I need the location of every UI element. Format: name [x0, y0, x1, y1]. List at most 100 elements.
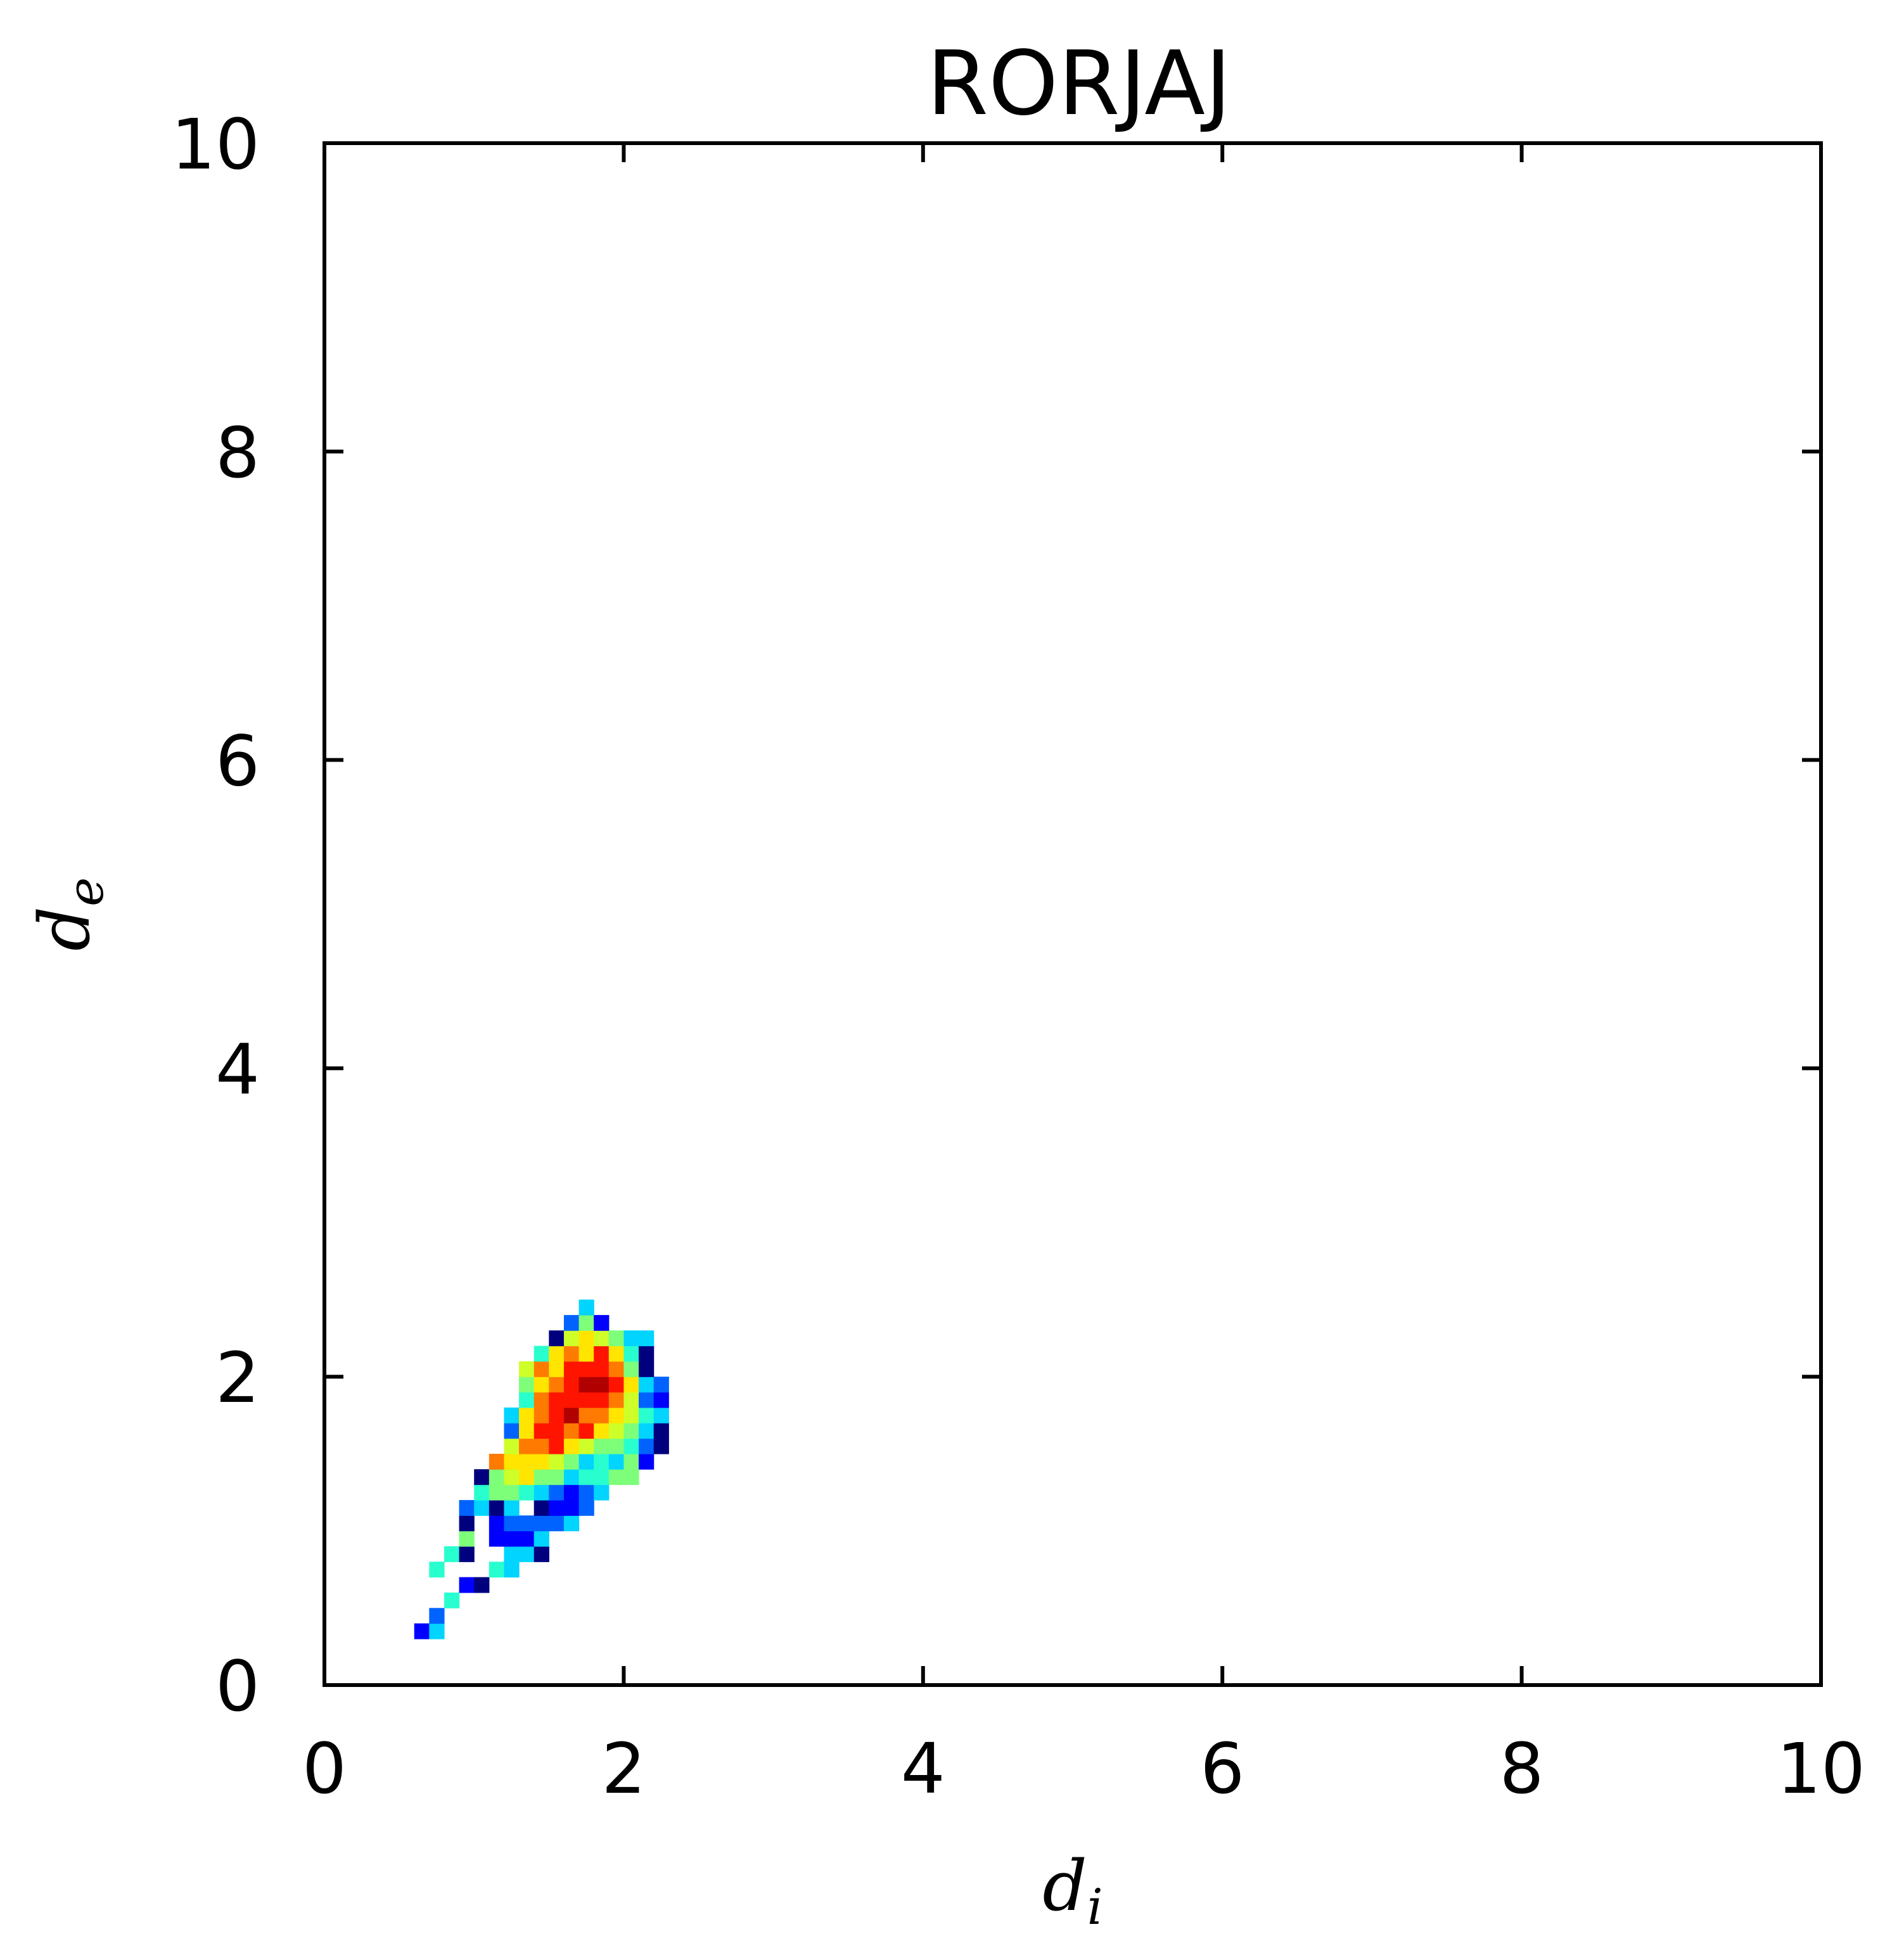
- heatmap-cell: [519, 1546, 535, 1562]
- heatmap-cell: [519, 1453, 535, 1470]
- heatmap-cell: [578, 1361, 594, 1377]
- heatmap-cell: [549, 1453, 565, 1470]
- heatmap-cell: [549, 1346, 565, 1362]
- heatmap-cell: [534, 1546, 549, 1562]
- heatmap-cell: [608, 1453, 624, 1470]
- x-axis-label: di: [1042, 1845, 1102, 1936]
- heatmap-cell: [563, 1499, 580, 1516]
- heatmap-cell: [459, 1530, 475, 1547]
- heatmap-cell: [594, 1407, 610, 1423]
- heatmap-cell: [653, 1407, 669, 1423]
- heatmap-cell: [608, 1377, 624, 1393]
- heatmap-cell: [578, 1453, 594, 1470]
- heatmap-cell: [563, 1515, 580, 1532]
- heatmap-cell: [639, 1361, 655, 1377]
- heatmap-cell: [653, 1438, 669, 1454]
- heatmap-cell: [639, 1346, 655, 1362]
- heatmap-cell: [608, 1469, 624, 1486]
- heatmap-cell: [578, 1314, 594, 1331]
- heatmap-cell: [563, 1392, 580, 1408]
- heatmap-cell: [608, 1330, 624, 1347]
- heatmap-cell: [594, 1392, 610, 1408]
- heatmap-cell: [429, 1623, 445, 1639]
- heatmap-cell: [578, 1423, 594, 1439]
- heatmap-cell: [623, 1361, 639, 1377]
- heatmap-cell: [474, 1469, 490, 1486]
- heatmap-cell: [534, 1392, 549, 1408]
- heatmap-cell: [504, 1499, 520, 1516]
- heatmap-cell: [578, 1407, 594, 1423]
- heatmap-cell: [519, 1530, 535, 1547]
- heatmap-cell: [549, 1392, 565, 1408]
- heatmap-cell: [549, 1407, 565, 1423]
- x-tick-label: 10: [1777, 1728, 1865, 1809]
- heatmap-cell: [489, 1562, 505, 1578]
- heatmap-cell: [563, 1438, 580, 1454]
- heatmap-cell: [608, 1346, 624, 1362]
- heatmap-cell: [459, 1515, 475, 1532]
- heatmap-cell: [594, 1330, 610, 1347]
- heatmap-cell: [578, 1469, 594, 1486]
- heatmap-cell: [504, 1469, 520, 1486]
- heatmap-cell: [608, 1361, 624, 1377]
- heatmap-cell: [459, 1577, 475, 1593]
- heatmap-cell: [563, 1377, 580, 1393]
- heatmap-cell: [608, 1438, 624, 1454]
- heatmap-cell: [504, 1407, 520, 1423]
- heatmap-cell: [534, 1423, 549, 1439]
- heatmap-cell: [578, 1330, 594, 1347]
- heatmap-cell: [623, 1423, 639, 1439]
- heatmap-cell: [594, 1361, 610, 1377]
- heatmap-cell: [489, 1530, 505, 1547]
- heatmap-cell: [504, 1438, 520, 1454]
- heatmap-cell: [623, 1469, 639, 1486]
- heatmap-cell: [534, 1361, 549, 1377]
- heatmap-cell: [504, 1562, 520, 1578]
- heatmap-cell: [414, 1623, 430, 1639]
- heatmap-cell: [519, 1484, 535, 1501]
- heatmap-cell: [639, 1423, 655, 1439]
- heatmap-cell: [563, 1484, 580, 1501]
- x-tick-label: 6: [1200, 1728, 1244, 1809]
- heatmap-cell: [639, 1453, 655, 1470]
- x-tick-label: 0: [302, 1728, 347, 1809]
- heatmap-cell: [504, 1423, 520, 1439]
- chart-title: RORJAJ: [927, 32, 1232, 136]
- heatmap-cell: [549, 1377, 565, 1393]
- heatmap-cell: [594, 1453, 610, 1470]
- heatmap-cell: [474, 1499, 490, 1516]
- heatmap-cell: [639, 1438, 655, 1454]
- heatmap-cell: [474, 1484, 490, 1501]
- heatmap-cell: [563, 1453, 580, 1470]
- heatmap-cell: [519, 1407, 535, 1423]
- heatmap-cell: [594, 1484, 610, 1501]
- heatmap-cell: [578, 1392, 594, 1408]
- heatmap-cell: [534, 1530, 549, 1547]
- heatmap-cell: [563, 1346, 580, 1362]
- heatmap-cell: [459, 1499, 475, 1516]
- heatmap-cell: [623, 1377, 639, 1393]
- heatmap-cell: [623, 1407, 639, 1423]
- heatmap-cell: [594, 1469, 610, 1486]
- heatmap-cell: [519, 1361, 535, 1377]
- heatmap-cell: [578, 1438, 594, 1454]
- heatmap-cell: [429, 1608, 445, 1624]
- heatmap-cell: [534, 1515, 549, 1532]
- heatmap-cell: [578, 1299, 594, 1316]
- heatmap-cell: [504, 1484, 520, 1501]
- y-axis-label-subscript: e: [58, 877, 115, 907]
- heatmap-cell: [519, 1469, 535, 1486]
- heatmap-cell: [549, 1423, 565, 1439]
- heatmap-cell: [534, 1484, 549, 1501]
- heatmap-cell: [459, 1546, 475, 1562]
- heatmap-cell: [534, 1407, 549, 1423]
- heatmap-cell: [639, 1377, 655, 1393]
- heatmap-cell: [534, 1377, 549, 1393]
- x-axis-label-subscript: i: [1087, 1879, 1103, 1936]
- heatmap-cell: [504, 1453, 520, 1470]
- heatmap-cell: [623, 1438, 639, 1454]
- heatmap-cell: [639, 1392, 655, 1408]
- x-axis-label-main: d: [1042, 1845, 1087, 1926]
